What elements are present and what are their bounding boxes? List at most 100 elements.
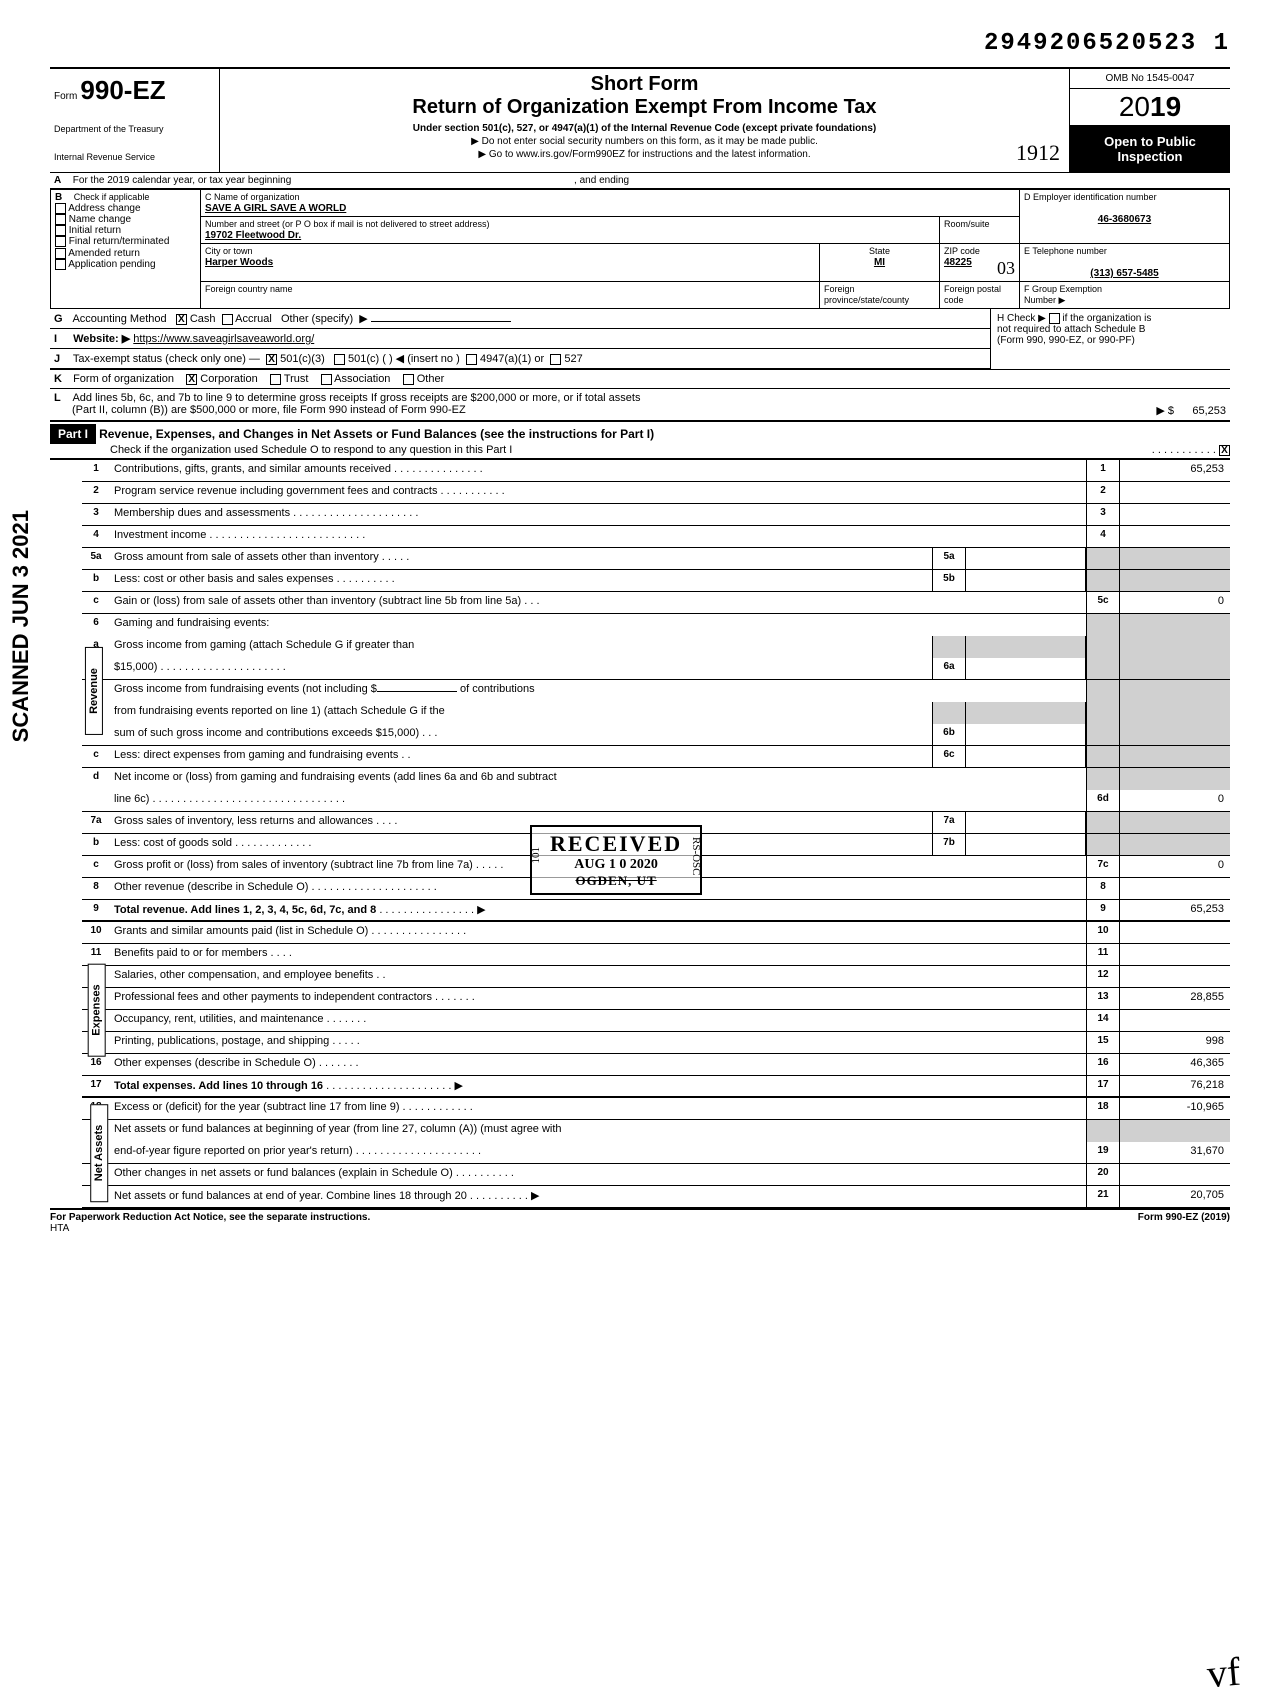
part1-check-text: Check if the organization used Schedule … (110, 444, 512, 456)
line6d-value: 0 (1120, 790, 1230, 811)
city-value: Harper Woods (205, 257, 273, 268)
line16-value: 46,365 (1120, 1054, 1230, 1075)
row-a: A For the 2019 calendar year, or tax yea… (50, 173, 1230, 189)
line3-num: 3 (82, 504, 110, 525)
line6a-rn-shade (1086, 636, 1120, 658)
line11-num: 11 (82, 944, 110, 965)
line5b-mn: 5b (932, 570, 966, 591)
line6a-mv (966, 658, 1086, 679)
other-org-checkbox[interactable] (403, 374, 414, 385)
line6c-num: c (82, 746, 110, 767)
501c3-label: 501(c)(3) (280, 353, 325, 365)
row-h: H Check ▶ if the organization is not req… (990, 309, 1230, 369)
trust-checkbox[interactable] (270, 374, 281, 385)
line15-rn: 15 (1086, 1032, 1120, 1053)
line6-rn-shade (1086, 614, 1120, 636)
schedule-b-checkbox[interactable] (1049, 313, 1060, 324)
corporation-label: Corporation (200, 373, 257, 385)
foreign-postal-label: Foreign postal code (944, 284, 1001, 305)
line2-value (1120, 482, 1230, 503)
line6b-mv-shade (966, 702, 1086, 724)
ein-label: D Employer identification number (1024, 192, 1157, 202)
revenue-side-label: Revenue (85, 647, 103, 735)
corporation-checkbox[interactable]: X (186, 374, 197, 385)
association-checkbox[interactable] (321, 374, 332, 385)
line17-text: Total expenses. Add lines 10 through 16 (114, 1080, 323, 1092)
line5c-rn: 5c (1086, 592, 1120, 613)
4947-label: 4947(a)(1) or (480, 353, 544, 365)
line10-value (1120, 922, 1230, 943)
line17-rn: 17 (1086, 1076, 1120, 1096)
line11-rn: 11 (1086, 944, 1120, 965)
4947-checkbox[interactable] (466, 354, 477, 365)
line6d-text1: Net income or (loss) from gaming and fun… (110, 768, 1086, 790)
phone-value: (313) 657-5485 (1024, 268, 1225, 279)
website-value: https://www.saveagirlsaveaworld.org/ (133, 333, 314, 345)
amended-checkbox[interactable] (55, 248, 66, 259)
line7a-text: Gross sales of inventory, less returns a… (114, 815, 373, 827)
line6b-mn: 6b (932, 724, 966, 745)
cash-label: Cash (190, 313, 216, 325)
line6c-v-shade (1120, 746, 1230, 767)
main-title: Return of Organization Exempt From Incom… (230, 96, 1059, 119)
line2-num: 2 (82, 482, 110, 503)
line3-value (1120, 504, 1230, 525)
line19-rn: 19 (1086, 1142, 1120, 1163)
ein-value: 46-3680673 (1024, 214, 1225, 225)
501c-checkbox[interactable] (334, 354, 345, 365)
line5b-rn-shade (1086, 570, 1120, 591)
subtitle: Under section 501(c), 527, or 4947(a)(1)… (230, 123, 1059, 134)
line1-num: 1 (82, 460, 110, 481)
line5b-text: Less: cost or other basis and sales expe… (114, 573, 334, 585)
row-a-text: For the 2019 calendar year, or tax year … (73, 175, 291, 186)
527-checkbox[interactable] (550, 354, 561, 365)
part1-title: Revenue, Expenses, and Changes in Net As… (99, 427, 654, 441)
line8-text: Other revenue (describe in Schedule O) (114, 881, 308, 893)
document-id: 2949206520523 1 (50, 30, 1230, 57)
line6a-rn-shade2 (1086, 658, 1120, 679)
insert-no-label: ) ◀ (insert no ) (389, 353, 460, 365)
line17-num: 17 (82, 1076, 110, 1096)
city-label: City or town (205, 246, 253, 256)
row-a-ending: , and ending (574, 175, 629, 186)
l-text2: (Part II, column (B)) are $500,000 or mo… (72, 404, 466, 416)
l-text1: Add lines 5b, 6c, and 7b to line 9 to de… (72, 392, 640, 404)
initial-return-checkbox[interactable] (55, 225, 66, 236)
name-change-checkbox[interactable] (55, 214, 66, 225)
org-name: SAVE A GIRL SAVE A WORLD (205, 203, 346, 214)
association-label: Association (334, 373, 390, 385)
final-return-label: Final return/terminated (69, 237, 170, 248)
line8-rn: 8 (1086, 878, 1120, 899)
line6a-text2: $15,000) (114, 661, 157, 673)
part1-schedule-o-checkbox[interactable]: X (1219, 445, 1230, 456)
line6a-v-shade (1120, 636, 1230, 658)
final-return-checkbox[interactable] (55, 236, 66, 247)
received-stamp: RECEIVED AUG 1 0 2020 OGDEN, UT 101 RS-O… (530, 825, 702, 895)
tax-status-label: Tax-exempt status (check only one) — (73, 353, 260, 365)
addr-change-checkbox[interactable] (55, 203, 66, 214)
line11-text: Benefits paid to or for members (114, 947, 267, 959)
line2-rn: 2 (1086, 482, 1120, 503)
accounting-method-label: Accounting Method (72, 313, 166, 325)
state-value: MI (874, 257, 885, 268)
pending-checkbox[interactable] (55, 259, 66, 270)
title-box: Short Form Return of Organization Exempt… (220, 69, 1070, 172)
line6c-mn: 6c (932, 746, 966, 767)
dept-irs: Internal Revenue Service (54, 152, 215, 162)
line7a-v-shade (1120, 812, 1230, 833)
year-bold: 19 (1150, 91, 1181, 122)
accrual-checkbox[interactable] (222, 314, 233, 325)
line14-value (1120, 1010, 1230, 1031)
line4-value (1120, 526, 1230, 547)
zip-handwritten: 03 (997, 258, 1015, 279)
info-grid: B Check if applicable Address change Nam… (50, 189, 1230, 309)
line6d-text2: line 6c) (114, 793, 149, 805)
cash-checkbox[interactable]: X (176, 314, 187, 325)
line19-v-shade (1120, 1120, 1230, 1142)
h-text1: if the organization is (1062, 313, 1151, 324)
line10-text: Grants and similar amounts paid (list in… (114, 925, 368, 937)
501c3-checkbox[interactable]: X (266, 354, 277, 365)
phone-label: E Telephone number (1024, 246, 1107, 256)
state-label: State (869, 246, 890, 256)
h-text2: not required to attach Schedule B (997, 324, 1145, 335)
